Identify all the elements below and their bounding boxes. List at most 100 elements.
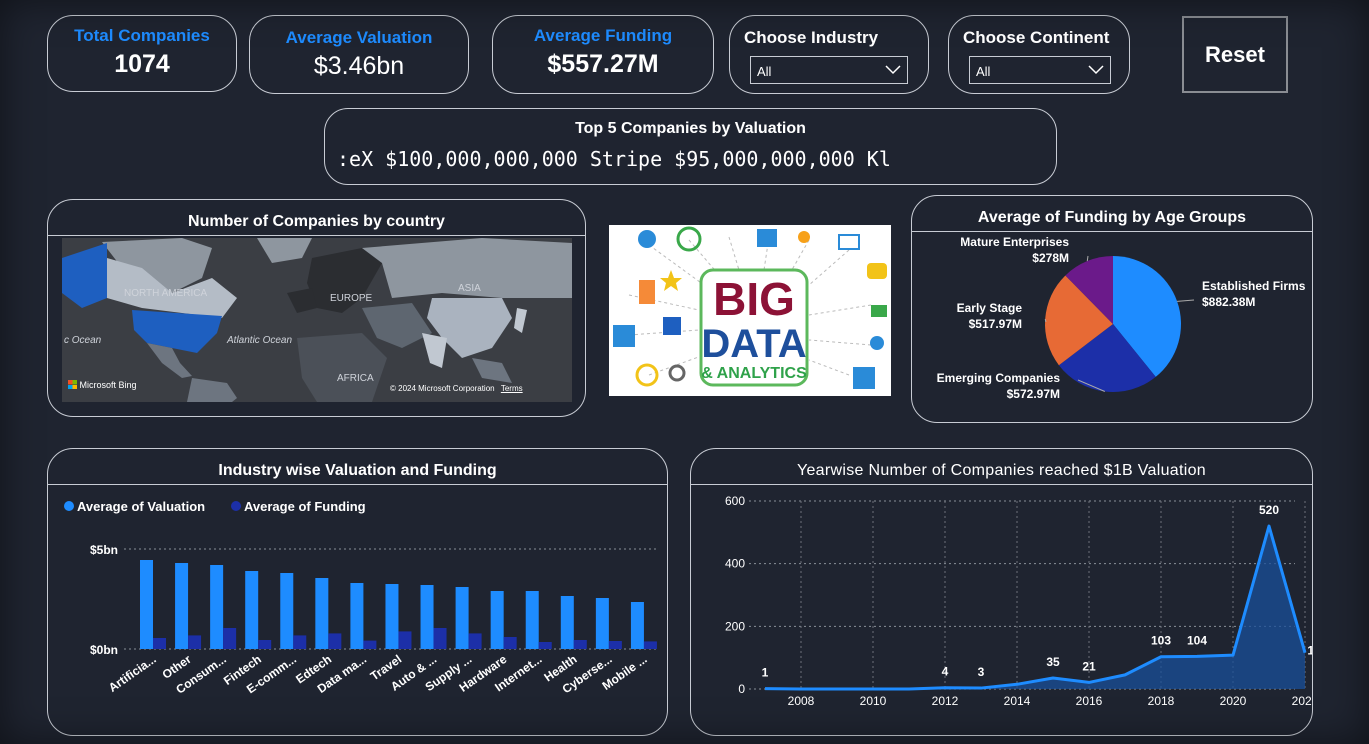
pie-slice [1045, 275, 1113, 366]
big-data-image: BIG DATA & ANALYTICS [609, 225, 891, 396]
bar [223, 628, 237, 649]
bar [420, 585, 434, 649]
map-label: NORTH AMERICA [124, 288, 208, 299]
x-tick-label: 2022 [1292, 694, 1312, 708]
bar [140, 560, 153, 649]
slicer-label: Choose Continent [963, 28, 1110, 47]
pie-leader-line [1177, 299, 1195, 302]
map-copyright: © 2024 Microsoft Corporation Terms [390, 384, 523, 393]
share-icon [798, 231, 810, 243]
map-label: AFRICA [337, 373, 374, 384]
map-title: Number of Companies by country [188, 213, 445, 230]
bar-card: Industry wise Valuation and Funding Aver… [47, 448, 668, 736]
bar [258, 640, 272, 649]
y-tick-label: 200 [725, 619, 745, 633]
divider [912, 231, 1312, 232]
group-icon [853, 367, 875, 389]
bar [468, 633, 482, 649]
top5-ticker-card: Top 5 Companies by Valuation :eX $100,00… [324, 108, 1057, 185]
bar [188, 635, 202, 649]
chat-icon [867, 263, 887, 279]
legend-marker [64, 501, 74, 511]
kpi-total-companies: Total Companies 1074 [47, 15, 237, 92]
data-label: 104 [1187, 633, 1207, 647]
x-tick-label: 2020 [1220, 694, 1247, 708]
hand-icon [639, 280, 655, 304]
bar [350, 583, 364, 649]
map-label: ASIA [458, 283, 481, 294]
cart-icon [871, 305, 887, 317]
x-tick-label: 2008 [788, 694, 815, 708]
home-icon [757, 229, 777, 247]
bar [328, 633, 342, 649]
line-chart[interactable]: 0 200 400 600 2008 2010 2012 2014 2016 2018 2020 20… [691, 485, 1312, 735]
world-map[interactable]: NORTH AMERICA EUROPE ASIA AFRICA Atlanti… [62, 238, 572, 402]
bar [538, 642, 552, 649]
big-word: BIG [713, 273, 795, 325]
chevron-down-icon [885, 65, 901, 75]
legend-label: Average of Funding [244, 499, 366, 514]
pie-label-value: $517.97M [969, 317, 1022, 331]
x-tick-label: 2012 [932, 694, 959, 708]
slicer-label: Choose Industry [744, 28, 879, 47]
area-fill [765, 526, 1305, 689]
kpi-average-funding: Average Funding $557.27M [492, 15, 714, 94]
data-word: DATA [701, 322, 806, 366]
data-label: 4 [942, 665, 949, 679]
bing-label: Microsoft Bing [79, 380, 137, 390]
bar [153, 638, 166, 649]
big-data-illustration: BIG DATA & ANALYTICS [609, 225, 891, 396]
kpi-label: Total Companies [74, 26, 210, 45]
thumbs-up-icon [613, 325, 635, 347]
industry-dropdown[interactable]: All [750, 56, 908, 84]
download-icon [663, 317, 681, 335]
y-tick-label: 600 [725, 494, 745, 508]
divider [48, 484, 667, 485]
dropdown-value: All [976, 64, 991, 79]
kpi-label: Average Valuation [285, 28, 433, 47]
bar [315, 578, 329, 649]
analytics-word: & ANALYTICS [701, 365, 807, 382]
bar [398, 631, 412, 649]
bar [280, 573, 294, 649]
x-tick-label: 2016 [1076, 694, 1103, 708]
bar [363, 640, 377, 649]
bar [643, 641, 657, 649]
map-shapes [62, 238, 572, 402]
bar [433, 628, 447, 649]
line-card: Yearwise Number of Companies reached $1B… [690, 448, 1313, 736]
map-label: EUROPE [330, 293, 373, 304]
map-label: Atlantic Ocean [227, 335, 293, 346]
up-arrow-icon [635, 363, 659, 387]
microsoft-logo-icon [68, 380, 77, 389]
divider [691, 484, 1312, 485]
bar [573, 640, 587, 649]
pie-label-name: Mature Enterprises [960, 235, 1069, 249]
data-label: 116 [1307, 644, 1312, 658]
pie-label-value: $278M [1032, 251, 1069, 265]
phone-icon [638, 230, 656, 248]
kpi-value: 1074 [114, 50, 170, 78]
terms-link[interactable]: Terms [500, 384, 523, 393]
x-tick-label: 2010 [860, 694, 887, 708]
kpi-value: $3.46bn [313, 52, 405, 80]
industry-slicer: Choose Industry All [729, 15, 929, 94]
series-line [764, 524, 1307, 691]
continent-dropdown[interactable]: All [969, 56, 1111, 84]
dropdown-value: All [757, 64, 772, 79]
legend-marker [231, 501, 241, 511]
data-label: 21 [1082, 659, 1096, 673]
data-label: 103 [1151, 634, 1171, 648]
pie-chart[interactable]: Established Firms $882.38M Emerging Compan… [912, 232, 1312, 422]
reset-button[interactable]: Reset [1182, 16, 1288, 93]
pie-card: Average of Funding by Age Groups Establi… [911, 195, 1313, 423]
data-label: 3 [978, 665, 985, 679]
bar [175, 563, 189, 649]
bar [503, 637, 517, 649]
kpi-label: Average Funding [533, 26, 673, 45]
y-tick-label: 0 [738, 682, 745, 696]
star-icon [660, 270, 682, 291]
x-tick-label: 2014 [1004, 694, 1031, 708]
pie-label-name: Established Firms [1202, 279, 1306, 293]
bar-chart[interactable]: Average of Valuation Average of Funding $0… [48, 487, 667, 735]
